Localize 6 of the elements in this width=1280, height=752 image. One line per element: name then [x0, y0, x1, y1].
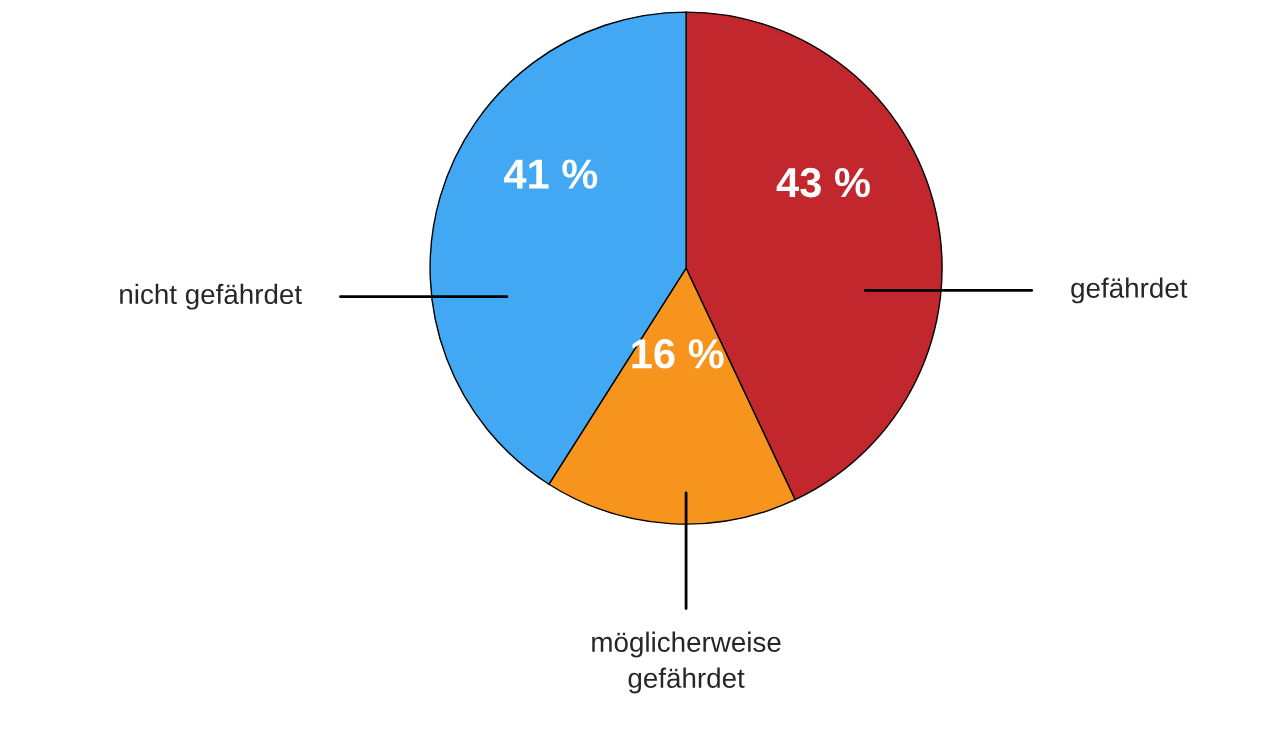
data-label: 16 %	[632, 339, 724, 369]
data-label: 41 %	[504, 159, 598, 189]
slice-label: möglicherweise gefährdet	[592, 631, 781, 694]
slice-label: nicht gefährdet	[120, 283, 302, 310]
slice-label: gefährdet	[1071, 277, 1188, 304]
data-label: 43 %	[776, 167, 870, 198]
